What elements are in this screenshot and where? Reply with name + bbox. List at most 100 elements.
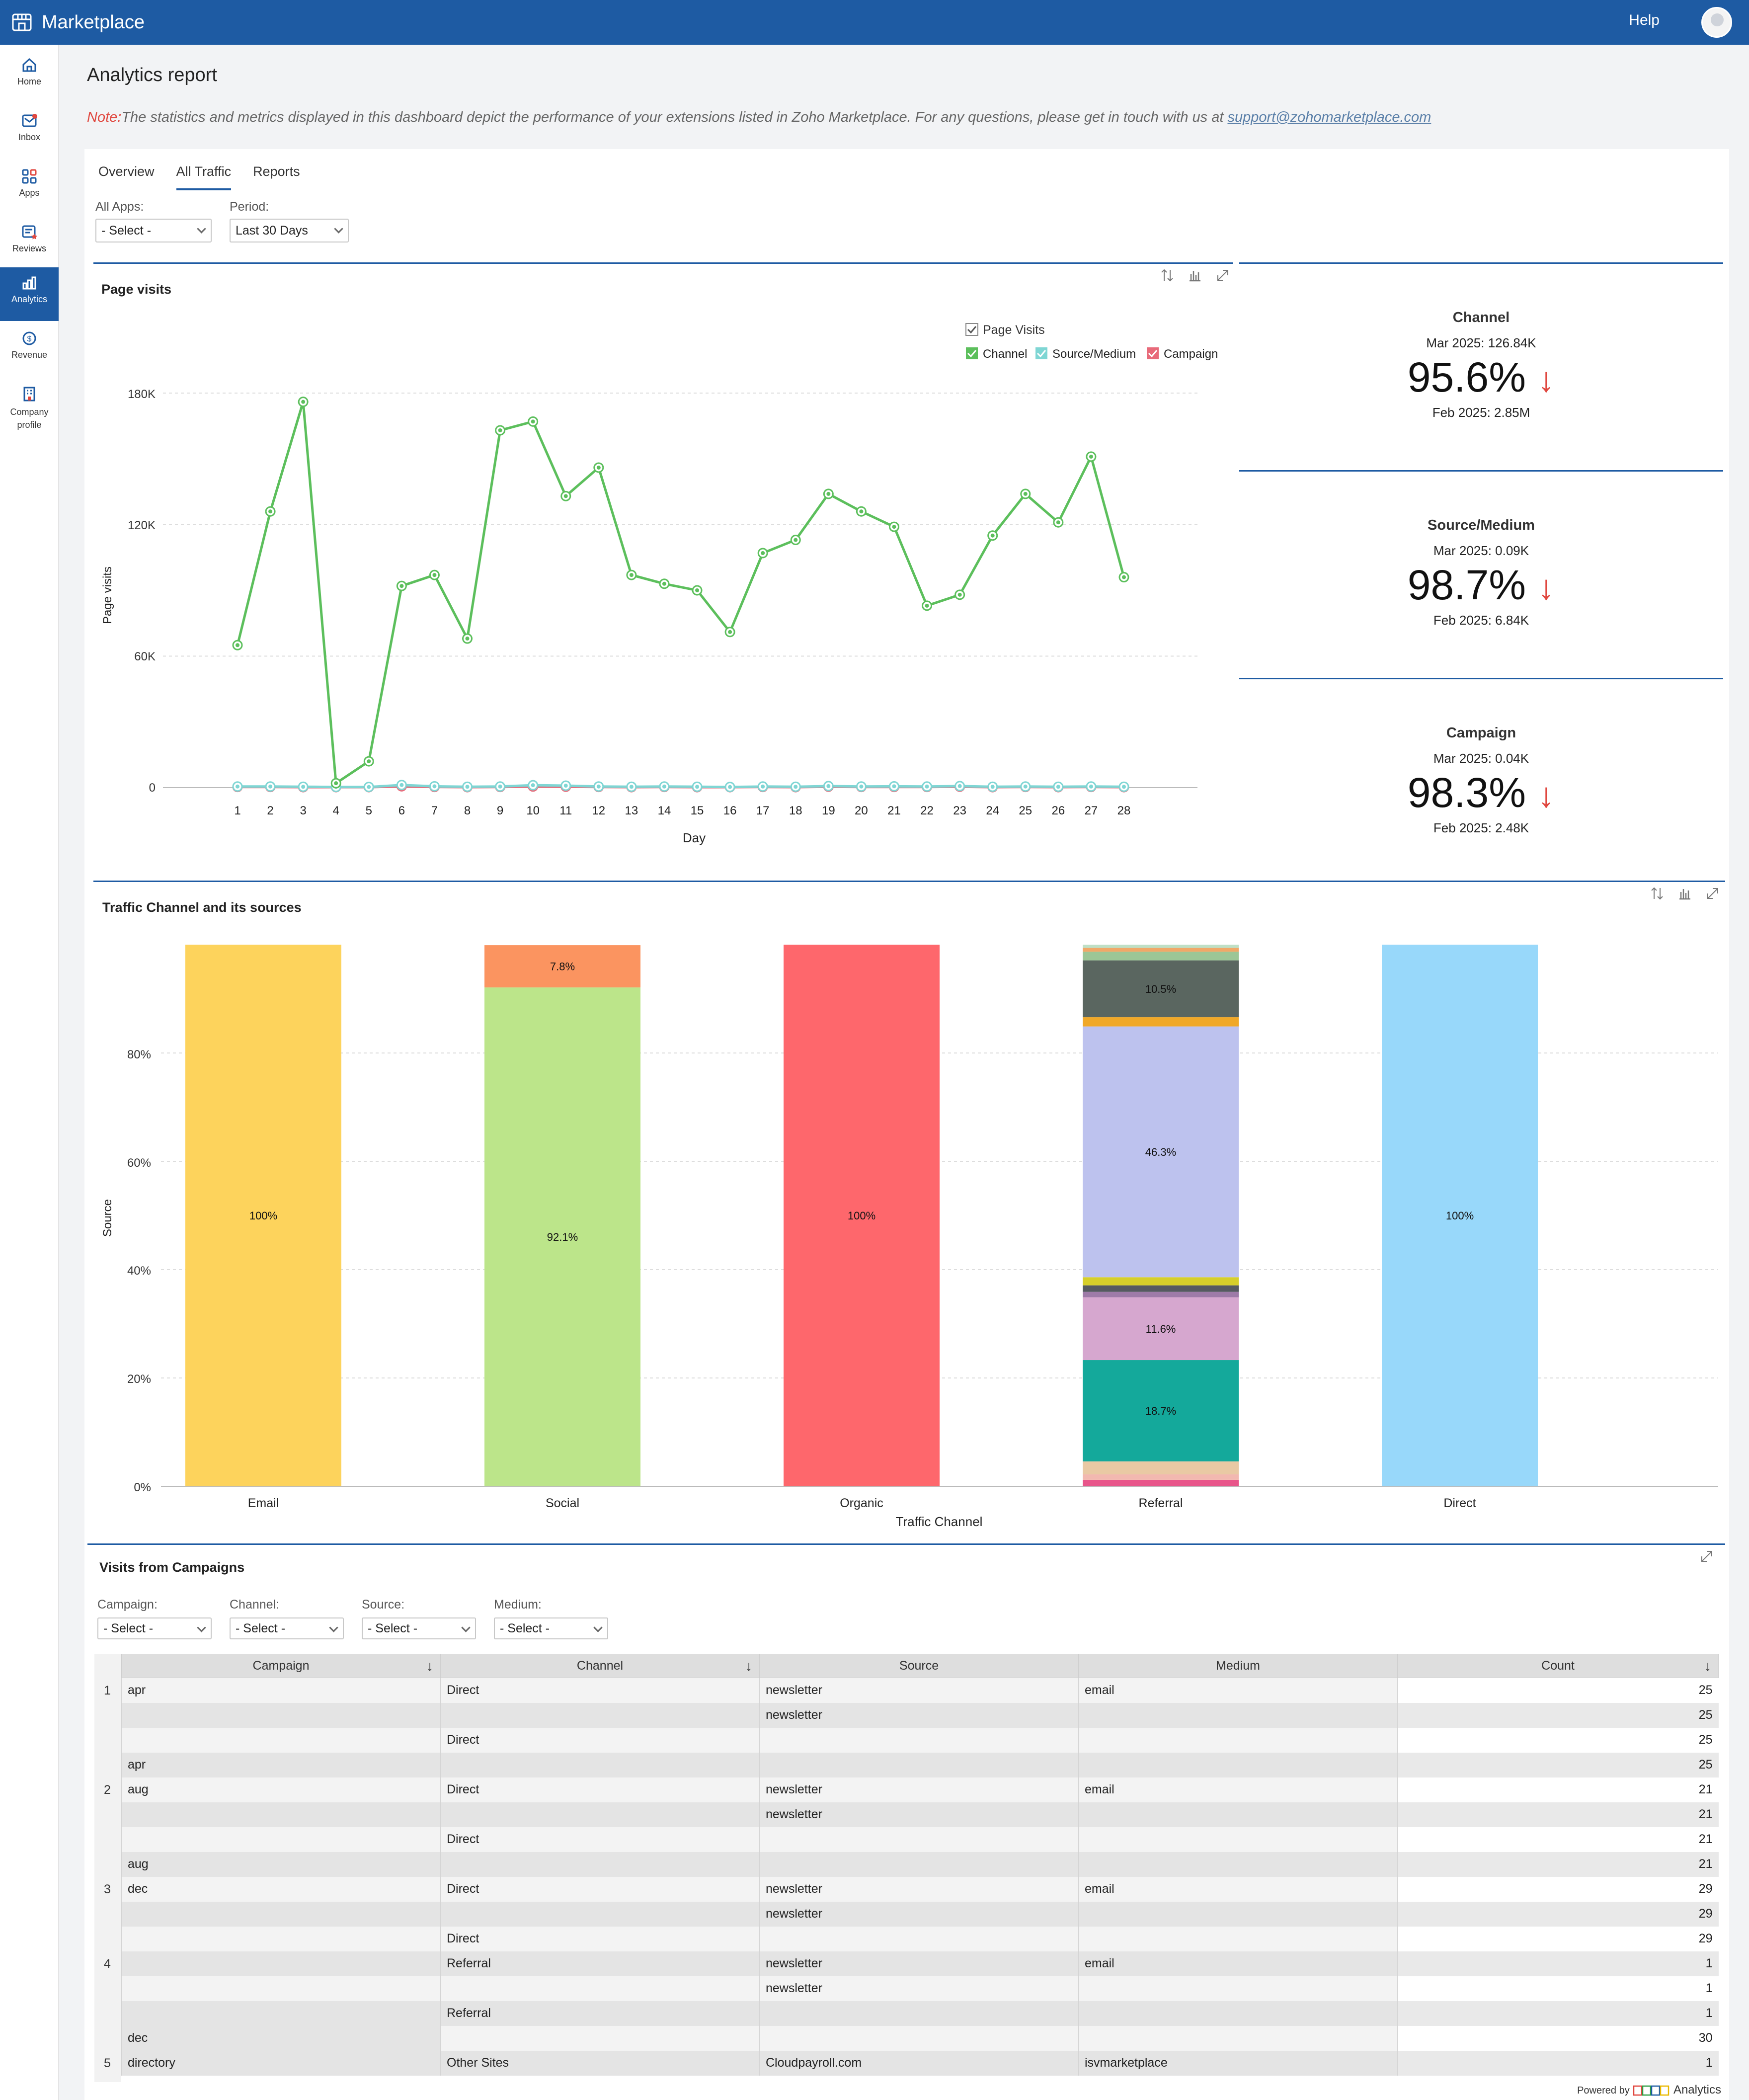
xtick-label: 14 bbox=[658, 804, 671, 817]
bar-segment[interactable] bbox=[185, 945, 341, 1486]
bar-segment[interactable] bbox=[1083, 960, 1239, 1018]
down-arrow-icon: ↓ bbox=[1537, 776, 1555, 814]
cell-channel: Referral bbox=[440, 2001, 760, 2026]
bar-segment[interactable] bbox=[1083, 945, 1239, 948]
expand-icon[interactable] bbox=[1215, 268, 1230, 283]
bar-segment[interactable] bbox=[1083, 1017, 1239, 1027]
table-row[interactable]: newsletter 25 bbox=[121, 1702, 1719, 1728]
channel-filter-select[interactable]: - Select - bbox=[230, 1617, 344, 1639]
legend-channel-checkbox[interactable] bbox=[966, 347, 978, 359]
nav-item-company-profile[interactable]: Company profile bbox=[0, 379, 59, 443]
period-select[interactable]: Last 30 Days bbox=[230, 219, 349, 242]
bar-segment[interactable] bbox=[1083, 1360, 1239, 1461]
cell-source bbox=[759, 2025, 1079, 2051]
chart-type-icon[interactable] bbox=[1677, 886, 1692, 901]
sort-icon[interactable] bbox=[1160, 268, 1175, 283]
cell-count: 1 bbox=[1397, 2050, 1719, 2076]
bar-segment[interactable] bbox=[1083, 1292, 1239, 1297]
row-number: 3 bbox=[104, 1882, 111, 1896]
table-row[interactable]: apr Direct newsletter email 25 bbox=[121, 1678, 1719, 1703]
tab-reports[interactable]: Reports bbox=[253, 164, 300, 179]
nav-item-inbox[interactable]: Inbox bbox=[0, 105, 59, 159]
legend-campaign[interactable]: Campaign bbox=[1164, 347, 1218, 361]
table-row[interactable]: Direct 21 bbox=[121, 1827, 1719, 1852]
brand[interactable]: Marketplace bbox=[11, 0, 145, 45]
table-row[interactable]: Direct 29 bbox=[121, 1926, 1719, 1951]
data-point-dot bbox=[1089, 454, 1093, 459]
sort-desc-icon[interactable]: ↓ bbox=[745, 1658, 752, 1674]
table-row[interactable]: dec Direct newsletter email 29 bbox=[121, 1876, 1719, 1902]
cell-campaign: apr bbox=[121, 1752, 441, 1777]
table-row[interactable]: Referral newsletter email 1 bbox=[121, 1951, 1719, 1976]
bar-segment[interactable] bbox=[1083, 1026, 1239, 1278]
ytick-40pct: 40% bbox=[127, 1264, 151, 1278]
table-row[interactable]: Direct 25 bbox=[121, 1727, 1719, 1753]
help-link[interactable]: Help bbox=[1629, 12, 1660, 28]
bar-segment[interactable] bbox=[1083, 1277, 1239, 1286]
bar-segment[interactable] bbox=[484, 987, 640, 1486]
support-email-link[interactable]: support@zohomarketplace.com bbox=[1227, 109, 1431, 125]
bar-segment[interactable] bbox=[1083, 1297, 1239, 1361]
nav-item-home[interactable]: Home bbox=[0, 50, 59, 103]
data-point-dot bbox=[925, 784, 929, 789]
tab-all-traffic[interactable]: All Traffic bbox=[176, 164, 232, 190]
bar-segment[interactable] bbox=[484, 945, 640, 988]
legend-source-medium[interactable]: Source/Medium bbox=[1052, 347, 1136, 361]
bar-segment[interactable] bbox=[1083, 952, 1239, 961]
data-point-dot bbox=[695, 785, 700, 789]
tab-overview[interactable]: Overview bbox=[98, 164, 155, 179]
column-header-campaign[interactable]: Campaign ↓ bbox=[121, 1654, 441, 1678]
top-bar: Marketplace Help bbox=[0, 0, 1749, 45]
column-header-channel[interactable]: Channel ↓ bbox=[440, 1654, 760, 1678]
column-header-count[interactable]: Count ↓ bbox=[1397, 1654, 1719, 1678]
expand-icon[interactable] bbox=[1699, 1549, 1714, 1564]
period-label: Period: bbox=[230, 200, 269, 214]
nav-item-revenue[interactable]: $ Revenue bbox=[0, 323, 59, 377]
xtick-label: Social bbox=[546, 1496, 579, 1510]
table-row[interactable]: dec 30 bbox=[121, 2025, 1719, 2051]
campaign-filter-select[interactable]: - Select - bbox=[97, 1617, 212, 1639]
bar-segment[interactable] bbox=[1083, 948, 1239, 952]
medium-filter-select[interactable]: - Select - bbox=[494, 1617, 608, 1639]
xtick-label: 27 bbox=[1085, 804, 1098, 817]
data-point-dot bbox=[1056, 785, 1060, 789]
cell-campaign: aug bbox=[121, 1852, 441, 1877]
table-row[interactable]: newsletter 1 bbox=[121, 1976, 1719, 2001]
bar-segment[interactable] bbox=[784, 945, 940, 1486]
table-row[interactable]: apr 25 bbox=[121, 1752, 1719, 1777]
series-line-channel bbox=[236, 401, 1125, 786]
sort-icon[interactable] bbox=[1650, 886, 1665, 901]
bar-segment[interactable] bbox=[1382, 945, 1538, 1486]
expand-icon[interactable] bbox=[1705, 886, 1720, 901]
chart-type-icon[interactable] bbox=[1188, 268, 1202, 283]
source-filter-select[interactable]: - Select - bbox=[362, 1617, 476, 1639]
bar-segment[interactable] bbox=[1083, 1461, 1239, 1475]
bar-segment[interactable] bbox=[1083, 1285, 1239, 1292]
legend-title-checkbox[interactable] bbox=[965, 323, 978, 336]
legend-campaign-checkbox[interactable] bbox=[1147, 347, 1159, 359]
legend-channel[interactable]: Channel bbox=[983, 347, 1027, 361]
cell-channel: Direct bbox=[440, 1727, 760, 1753]
cell-medium bbox=[1078, 1926, 1398, 1951]
nav-item-analytics[interactable]: Analytics bbox=[0, 267, 59, 321]
table-row[interactable]: aug 21 bbox=[121, 1852, 1719, 1877]
bar-segment[interactable] bbox=[1083, 1479, 1239, 1486]
table-row[interactable]: Referral 1 bbox=[121, 2001, 1719, 2026]
data-point-dot bbox=[563, 784, 568, 788]
column-header-medium[interactable]: Medium bbox=[1078, 1654, 1398, 1678]
table-row[interactable]: newsletter 29 bbox=[121, 1901, 1719, 1927]
avatar[interactable] bbox=[1701, 7, 1732, 38]
sort-desc-icon[interactable]: ↓ bbox=[426, 1658, 433, 1674]
sort-desc-icon[interactable]: ↓ bbox=[1704, 1658, 1711, 1674]
data-point-dot bbox=[268, 509, 273, 514]
table-row[interactable]: newsletter 21 bbox=[121, 1802, 1719, 1827]
bar-segment[interactable] bbox=[1083, 1474, 1239, 1480]
panel-toolbar bbox=[1650, 886, 1720, 901]
column-header-source[interactable]: Source bbox=[759, 1654, 1079, 1678]
table-row[interactable]: aug Direct newsletter email 21 bbox=[121, 1777, 1719, 1802]
nav-item-apps[interactable]: Apps bbox=[0, 161, 59, 215]
legend-source-medium-checkbox[interactable] bbox=[1035, 347, 1047, 359]
all-apps-select[interactable]: - Select - bbox=[95, 219, 212, 242]
table-row[interactable]: directory Other Sites Cloudpayroll.com isvm… bbox=[121, 2050, 1719, 2076]
nav-item-reviews[interactable]: Reviews bbox=[0, 217, 59, 270]
